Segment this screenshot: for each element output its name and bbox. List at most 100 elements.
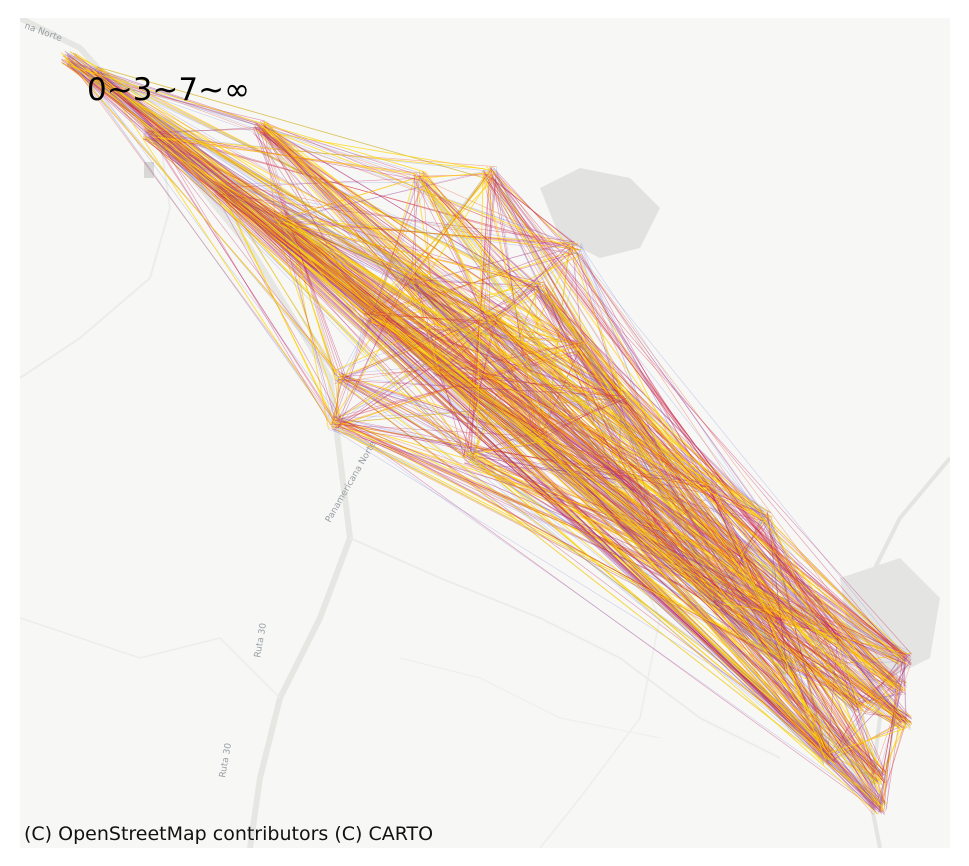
flow-line — [713, 518, 772, 598]
flow-line — [342, 374, 738, 562]
flow-line — [375, 319, 535, 437]
map-canvas[interactable]: na Norte Panamericana Norte Ruta 30 Ruta… — [20, 18, 950, 848]
flow-line — [487, 175, 838, 636]
flow-line — [705, 494, 785, 612]
flow-line — [464, 463, 716, 483]
map-frame[interactable]: na Norte Panamericana Norte Ruta 30 Ruta… — [20, 18, 950, 848]
flow-line — [541, 284, 899, 692]
flow-line — [67, 64, 881, 802]
flow-line — [61, 59, 907, 687]
flow-line — [280, 222, 335, 419]
flow-line — [619, 477, 831, 759]
flow-line — [433, 372, 547, 434]
flow-line — [763, 524, 837, 632]
flow-line — [470, 285, 540, 461]
flow-line — [276, 221, 579, 245]
flow-line — [495, 170, 575, 351]
flow-line — [495, 288, 535, 318]
flow-line — [659, 540, 906, 656]
flow-line — [536, 441, 864, 705]
flow-line — [150, 132, 340, 379]
flow-line — [541, 431, 904, 665]
flow-line — [536, 287, 904, 689]
flow-line — [152, 137, 878, 804]
flow-line — [220, 181, 790, 675]
flow-line — [285, 212, 785, 674]
flow-line — [542, 289, 618, 397]
flow-line — [69, 59, 829, 757]
flow-line — [584, 343, 786, 673]
flow-line — [150, 126, 835, 645]
flow-line — [70, 62, 258, 124]
flow-line — [485, 168, 495, 323]
flow-line — [334, 342, 586, 384]
flow-line — [335, 417, 905, 729]
flow-line — [483, 172, 582, 249]
flow-line — [492, 176, 718, 595]
flow-line — [259, 121, 741, 565]
flow-line — [338, 350, 577, 421]
flow-line — [153, 134, 487, 172]
flow-line — [224, 192, 896, 684]
flow-line — [340, 375, 540, 441]
road-label: Ruta 30 — [253, 622, 269, 658]
flow-line — [220, 186, 620, 480]
flow-line — [411, 182, 419, 274]
flow-line — [445, 367, 875, 779]
flow-line — [541, 434, 879, 812]
flow-line — [537, 283, 908, 728]
flow-line — [144, 138, 496, 313]
flow-line — [855, 713, 885, 803]
flow-line — [713, 599, 912, 722]
flow-line — [90, 73, 285, 218]
flow-line — [155, 136, 735, 555]
flow-line — [278, 214, 767, 522]
flow-line — [711, 492, 739, 554]
flow-line — [155, 135, 785, 666]
flow-line — [261, 133, 619, 393]
flow-line — [857, 659, 908, 707]
flow-line — [572, 352, 868, 704]
flow-line — [265, 134, 365, 312]
flow-line — [483, 323, 667, 533]
flow-line — [221, 190, 619, 476]
flow-line — [264, 130, 336, 376]
flow-line — [574, 350, 886, 806]
flow-line — [494, 248, 571, 318]
flow-line — [761, 516, 884, 780]
flow-line — [60, 52, 348, 384]
flow-line — [463, 319, 497, 457]
flow-line — [264, 125, 736, 561]
flow-line — [790, 671, 860, 705]
flow-line — [710, 482, 860, 714]
flow-line — [280, 170, 490, 221]
flow-line — [337, 279, 408, 422]
flow-line — [879, 683, 901, 813]
flow-line — [835, 638, 880, 778]
flow-line — [828, 711, 862, 755]
flow-line — [339, 314, 366, 427]
flow-line — [61, 59, 267, 127]
flow-line — [436, 362, 624, 404]
flow-line — [331, 421, 664, 540]
flow-line — [67, 57, 281, 219]
flow-line — [437, 370, 883, 806]
flow-line — [494, 321, 616, 475]
flow-line — [493, 173, 902, 723]
flow-line — [334, 416, 906, 665]
flow-line — [99, 75, 256, 126]
flow-line — [412, 240, 573, 286]
flow-line — [408, 169, 492, 282]
flow-line — [335, 320, 490, 421]
flow-line — [405, 277, 495, 319]
flow-line — [273, 217, 477, 459]
flow-line — [259, 125, 781, 621]
flow-line — [98, 74, 897, 687]
flow-line — [664, 544, 901, 717]
flow-line — [487, 315, 883, 781]
flow-line — [331, 427, 864, 704]
flow-line — [893, 659, 912, 687]
flow-line — [476, 170, 484, 461]
flow-line — [426, 184, 534, 432]
flow-line — [437, 374, 543, 432]
